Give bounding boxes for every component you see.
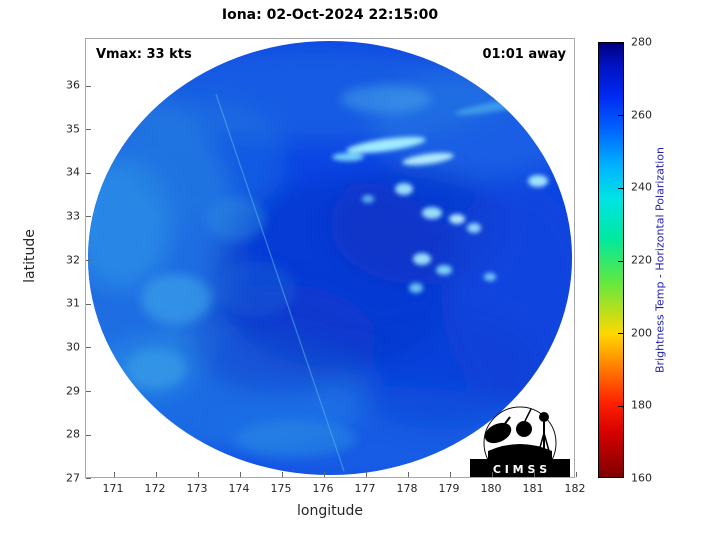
colorbar-tick-mark [618, 187, 623, 189]
colorbar [598, 42, 624, 478]
y-axis-label: latitude [22, 229, 38, 283]
swath-disk [88, 41, 572, 475]
x-tick-label: 179 [438, 482, 460, 495]
x-tick-mark [575, 472, 577, 477]
y-tick-mark [86, 434, 91, 436]
cimss-logo: C I M S S [470, 406, 570, 477]
colorbar-tick-mark [618, 260, 623, 262]
x-tick-mark [449, 472, 451, 477]
x-tick-mark [197, 472, 199, 477]
colorbar-tick-mark [618, 333, 623, 335]
colorbar-tick-label: 260 [631, 108, 652, 122]
cimss-logo-text: C I M S S [493, 463, 547, 476]
x-tick-label: 182 [564, 482, 586, 495]
y-tick-labels: 36 35 34 33 32 31 30 29 28 27 [0, 38, 80, 485]
colorbar-tick-mark [618, 115, 623, 117]
y-tick-label: 29 [66, 384, 80, 398]
y-tick-mark [86, 172, 91, 174]
x-tick-mark [113, 472, 115, 477]
y-tick-label: 27 [66, 471, 80, 485]
x-tick-mark [155, 472, 157, 477]
x-tick-label: 172 [144, 482, 166, 495]
x-tick-mark [407, 472, 409, 477]
x-tick-label: 180 [480, 482, 502, 495]
y-tick-mark [86, 391, 91, 393]
plot-area: C I M S S Vmax: 33 kts 01:01 away [85, 38, 577, 480]
x-tick-label: 174 [228, 482, 250, 495]
colorbar-tick-label: 180 [631, 398, 652, 412]
x-tick-mark [281, 472, 283, 477]
x-tick-label: 171 [102, 482, 124, 495]
y-tick-label: 28 [66, 427, 80, 441]
x-tick-mark [365, 472, 367, 477]
y-tick-label: 33 [66, 209, 80, 223]
x-tick-label: 177 [354, 482, 376, 495]
x-tick-label: 173 [186, 482, 208, 495]
y-tick-mark [86, 347, 91, 349]
y-tick-mark [86, 216, 91, 218]
x-tick-mark [533, 472, 535, 477]
y-tick-label: 36 [66, 78, 80, 92]
colorbar-tick-mark [618, 405, 623, 407]
y-tick-label: 34 [66, 165, 80, 179]
plot-title: Iona: 02-Oct-2024 22:15:00 [221, 7, 439, 23]
x-axis-label: longitude [297, 503, 363, 519]
colorbar-tick-label: 220 [631, 253, 652, 267]
y-tick-mark [86, 129, 91, 131]
x-tick-label: 181 [522, 482, 544, 495]
x-tick-mark [323, 472, 325, 477]
colorbar-label: Brightness Temp - Horizontal Polarizatio… [653, 147, 667, 373]
colorbar-tick-label: 200 [631, 326, 652, 340]
colorbar-tick-labels: 160 180 200 220 240 260 280 [598, 36, 658, 485]
x-tick-mark [239, 472, 241, 477]
y-tick-mark [86, 85, 91, 87]
vmax-annotation: Vmax: 33 kts [96, 47, 192, 62]
x-tick-label: 176 [312, 482, 334, 495]
colorbar-tick-mark [618, 477, 623, 478]
y-tick-mark [86, 260, 91, 262]
x-tick-label: 178 [396, 482, 418, 495]
colorbar-tick-label: 280 [631, 35, 652, 49]
colorbar-tick-mark [618, 43, 623, 44]
x-tick-labels: 171 172 173 174 175 176 177 178 179 180 181 182 [85, 482, 586, 496]
x-tick-label: 175 [270, 482, 292, 495]
colorbar-tick-label: 240 [631, 180, 652, 194]
y-tick-label: 35 [66, 122, 80, 136]
satellite-image: C I M S S [88, 41, 572, 477]
colorbar-tick-label: 160 [631, 471, 652, 485]
y-tick-mark [86, 303, 91, 305]
eta-annotation: 01:01 away [482, 47, 566, 62]
y-tick-label: 32 [66, 253, 80, 267]
y-tick-label: 31 [66, 296, 80, 310]
y-tick-label: 30 [66, 340, 80, 354]
y-tick-mark [86, 478, 91, 480]
x-tick-mark [491, 472, 493, 477]
